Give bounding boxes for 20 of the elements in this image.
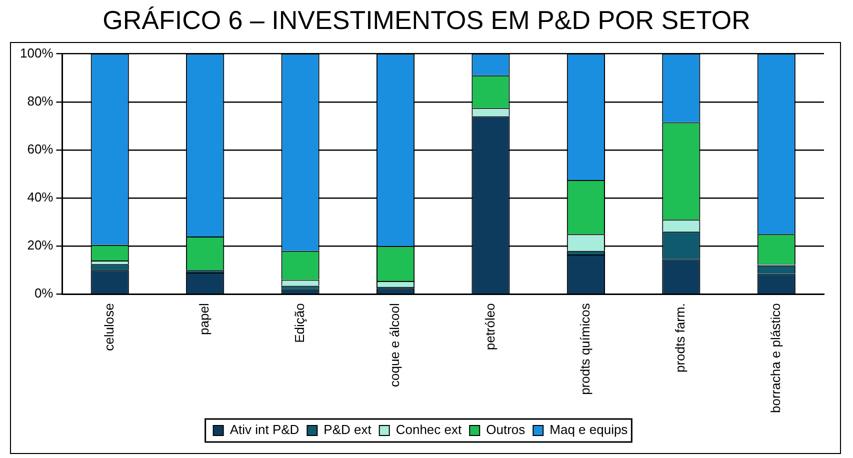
x-tick-label: papel xyxy=(196,303,212,335)
x-tick-label: coque e álcool xyxy=(387,303,402,388)
x-tick-label: prodts farm. xyxy=(672,303,688,373)
legend-label: Ativ int P&D xyxy=(230,422,300,438)
x-tick-label: celulose xyxy=(101,303,116,351)
legend-label: Conhec ext xyxy=(396,422,462,438)
x-tick-label: Edição xyxy=(292,303,307,343)
y-tick-label: 60% xyxy=(27,142,54,157)
x-tick-label: petróleo xyxy=(482,303,498,350)
chart-title: GRÁFICO 6 – INVESTIMENTOS EM P&D POR SETOR xyxy=(102,4,752,37)
legend-label: Outros xyxy=(486,422,526,438)
y-tick-label: 100% xyxy=(20,45,54,60)
legend-label: P&D ext xyxy=(324,422,372,438)
x-tick-label: borracha e plástico xyxy=(768,303,783,414)
y-tick-label: 80% xyxy=(27,93,54,108)
y-tick-label: 40% xyxy=(27,190,54,205)
legend-label: Maq e equips xyxy=(550,422,628,438)
y-tick-label: 0% xyxy=(34,286,54,301)
x-tick-label: prodts químicos xyxy=(578,302,593,395)
y-tick-label: 20% xyxy=(27,238,54,253)
